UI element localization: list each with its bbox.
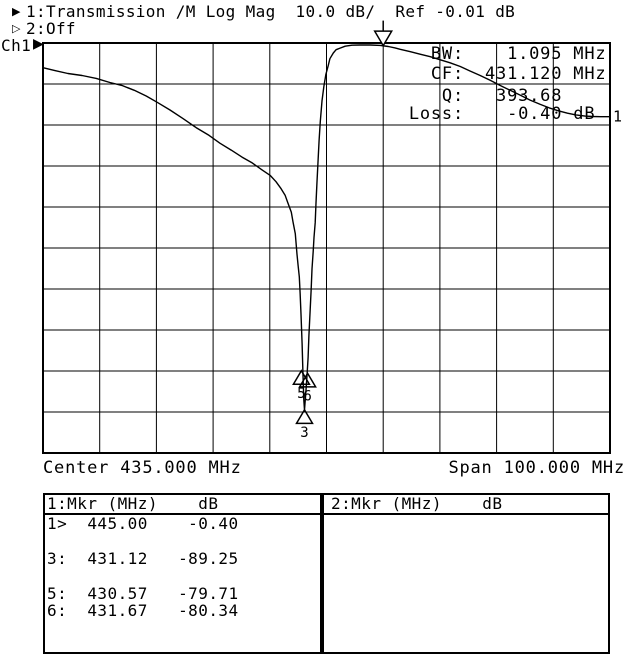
marker-1-triangle-icon [373,30,394,48]
marker-table-ch2 [322,493,610,654]
marker-table-ch1-header: 1:Mkr (MHz) dB [47,494,219,513]
trace1-active-icon: ▶ [12,5,21,18]
trace1-title: 1:Transmission /M Log Mag 10.0 dB/ Ref -… [26,2,516,21]
span-label: Span 100.000 MHz [448,458,625,478]
marker-3-triangle-icon [295,408,314,425]
q-value: 393.68 [485,86,563,106]
trace-1-end-label: 1 [613,108,622,126]
trace-1 [42,44,611,411]
bw-label: BW: [430,44,464,64]
channel-label: Ch1 [1,36,32,55]
center-frequency-label: Center 435.000 MHz [43,458,242,478]
marker-table-row: 1> 445.00 -0.40 [47,514,239,533]
marker-table-row: 3: 431.12 -89.25 [47,548,239,568]
cf-label: CF: [430,64,464,84]
bw-value: 1.095 MHz [485,44,607,64]
loss-value: -0.40 dB [485,104,596,124]
marker-table-ch1 [43,493,322,654]
trace2-title: 2:Off [26,19,76,38]
marker-6-label: 6 [303,388,311,404]
marker-table-ch2-header: 2:Mkr (MHz) dB [331,494,503,513]
loss-label: Loss: [408,104,464,124]
q-label: Q: [441,86,464,106]
marker-3-label: 3 [300,425,308,441]
marker-5-label: 5 [297,386,305,402]
cf-value: 431.120 MHz [485,64,607,84]
marker-table-ch2-header-divider [322,513,610,515]
graticule-border [42,42,611,454]
trace2-inactive-icon: ▷ [12,22,21,35]
channel-ref-arrow-icon: ▶ [33,36,44,52]
marker-table-row: 6: 431.67 -80.34 [47,601,239,620]
marker-table-row: 5: 430.57 -79.71 [47,583,239,603]
marker-table-ch1-header-divider [43,513,322,515]
